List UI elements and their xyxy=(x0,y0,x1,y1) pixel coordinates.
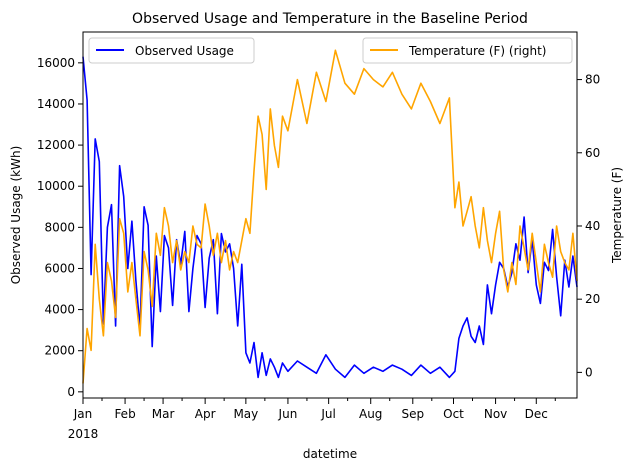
y-left-axis-ticks: 0 2000 4000 6000 8000 10000 12000 14000 16000 xyxy=(37,56,83,399)
legend-temperature-label: Temperature (F) (right) xyxy=(408,44,546,58)
x-tick-label: Sep xyxy=(401,407,424,421)
x-tick-label: Feb xyxy=(114,407,135,421)
y-right-tick-label: 80 xyxy=(585,73,600,87)
y-right-tick-label: 60 xyxy=(585,146,600,160)
x-tick-label: Jan xyxy=(73,407,93,421)
legend-usage-box xyxy=(88,37,255,64)
x-axis-label: datetime xyxy=(303,447,357,461)
legend-temperature-box xyxy=(362,37,573,64)
y-left-tick-label: 2000 xyxy=(44,344,75,358)
y-left-tick-label: 10000 xyxy=(37,179,75,193)
y-left-tick-label: 0 xyxy=(67,385,75,399)
y-right-tick-label: 0 xyxy=(585,365,593,379)
y-left-tick-label: 16000 xyxy=(37,56,75,70)
y-right-axis-label: Temperature (F) xyxy=(610,167,624,264)
y-left-tick-label: 8000 xyxy=(44,220,75,234)
x-tick-label: Jun xyxy=(278,407,298,421)
y-left-tick-label: 4000 xyxy=(44,303,75,317)
x-axis-year-label: 2018 xyxy=(68,427,99,441)
x-tick-label: Mar xyxy=(152,407,175,421)
x-tick-label: Oct xyxy=(443,407,464,421)
y-right-axis-ticks: 0 20 40 60 80 xyxy=(577,73,600,379)
y-left-tick-label: 12000 xyxy=(37,138,75,152)
y-left-tick-label: 6000 xyxy=(44,261,75,275)
legend-usage: Observed Usage xyxy=(88,37,255,64)
plot-lines xyxy=(82,49,578,384)
x-tick-label: Dec xyxy=(525,407,548,421)
x-tick-label: Jul xyxy=(320,407,335,421)
y-right-tick-label: 20 xyxy=(585,292,600,306)
y-left-tick-label: 14000 xyxy=(37,97,75,111)
x-axis-ticks: Jan Feb Mar Apr May Jun Jul Aug Sep Oct Nov Dec xyxy=(73,398,556,421)
chart-title: Observed Usage and Temperature in the Ba… xyxy=(132,11,528,27)
x-tick-label: Nov xyxy=(484,407,507,421)
plot-frame xyxy=(82,31,578,399)
legend-temperature: Temperature (F) (right) xyxy=(362,37,573,64)
legend-usage-label: Observed Usage xyxy=(135,44,234,58)
x-tick-label: Aug xyxy=(359,407,382,421)
series-line-temperature xyxy=(82,49,578,384)
x-tick-label: Apr xyxy=(195,407,216,421)
y-right-tick-label: 40 xyxy=(585,219,600,233)
y-left-axis-label: Observed Usage (kWh) xyxy=(9,146,23,285)
x-tick-label: May xyxy=(233,407,258,421)
